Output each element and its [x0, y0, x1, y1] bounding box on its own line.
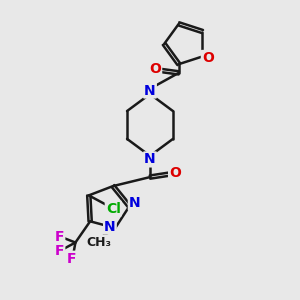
Text: Cl: Cl	[106, 202, 121, 216]
Text: N: N	[129, 196, 140, 210]
Text: CH₃: CH₃	[86, 236, 112, 249]
Text: O: O	[149, 62, 161, 76]
Text: F: F	[55, 230, 64, 244]
Text: O: O	[169, 166, 181, 180]
Text: F: F	[67, 252, 76, 266]
Text: N: N	[144, 83, 156, 98]
Text: N: N	[144, 152, 156, 167]
Text: O: O	[202, 51, 214, 65]
Text: N: N	[104, 220, 116, 234]
Text: F: F	[55, 244, 64, 258]
